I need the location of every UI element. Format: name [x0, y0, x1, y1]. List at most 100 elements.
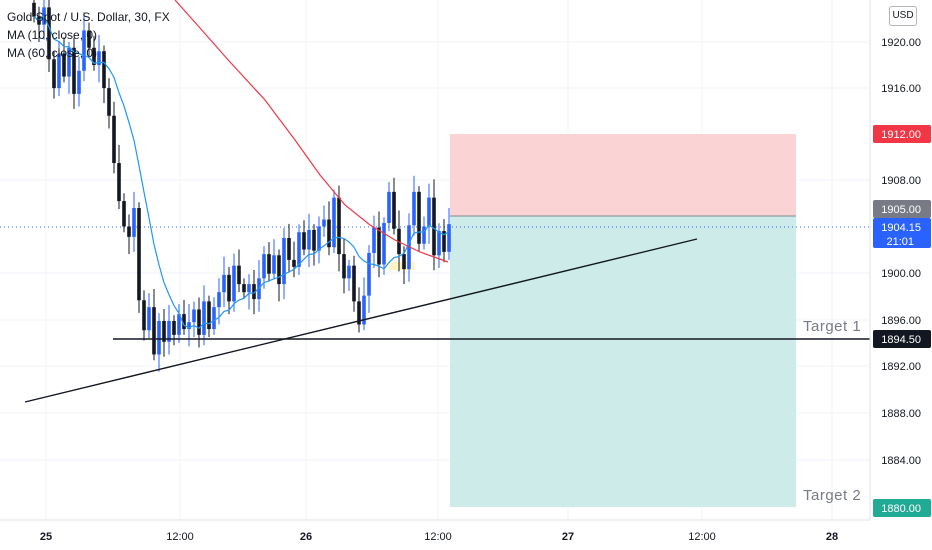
candle-body	[117, 163, 121, 202]
candle-body	[387, 191, 391, 224]
support-price-tag-text: 1894.50	[881, 334, 921, 346]
x-tick-label: 25	[40, 531, 52, 543]
y-tick-label: 1908.00	[881, 175, 921, 187]
ma-60-label[interactable]: MA (60, close, 0)	[7, 46, 98, 60]
x-tick-label: 26	[300, 531, 312, 543]
candle-body	[347, 265, 351, 279]
candle-body	[67, 47, 71, 77]
candle-body	[272, 255, 276, 274]
candle-body	[172, 321, 176, 335]
candle-body	[377, 227, 381, 265]
candle-body	[252, 284, 256, 300]
candle-body	[217, 292, 221, 308]
x-tick-label: 28	[826, 531, 838, 543]
candle-body	[197, 309, 201, 335]
target-price-tag	[873, 499, 931, 517]
candle-body	[242, 284, 246, 293]
candle-body	[47, 7, 51, 60]
candle-body	[262, 254, 266, 279]
candle-body	[292, 259, 296, 267]
y-tick-label: 1920.00	[881, 37, 921, 49]
candle-body	[337, 197, 341, 255]
x-tick-label: 12:00	[166, 531, 194, 543]
candle-body	[232, 265, 236, 302]
candle-body	[177, 314, 181, 335]
candle-body	[302, 232, 306, 250]
stop-loss-zone	[450, 134, 796, 216]
candle-body	[97, 51, 101, 66]
price-axis	[870, 0, 932, 550]
entry-price-tag-text: 1905.00	[881, 204, 921, 216]
y-tick-label: 1896.00	[881, 315, 921, 327]
x-tick-label: 12:00	[424, 531, 452, 543]
candle-body	[32, 2, 36, 17]
candle-body	[317, 226, 321, 251]
take-profit-zone	[450, 216, 796, 507]
support-price-tag	[873, 330, 931, 348]
y-tick-label: 1916.00	[881, 83, 921, 95]
candle-body	[417, 191, 421, 244]
countdown-text: 21:01	[886, 236, 914, 248]
candle-body	[367, 252, 371, 296]
chart-legend: Gold Spot / U.S. Dollar, 30, FX MA (10, …	[7, 8, 170, 62]
candle-body	[102, 51, 106, 89]
candle-body	[267, 254, 271, 274]
ascending-trendline	[24, 238, 698, 403]
trend-lines	[24, 238, 870, 403]
candle-body	[432, 197, 436, 256]
candle-body	[147, 307, 151, 331]
currency-button[interactable]: USD	[889, 6, 917, 26]
candle-body	[87, 30, 91, 48]
symbol-title[interactable]: Gold Spot / U.S. Dollar, 30, FX	[7, 10, 170, 24]
candle-body	[427, 197, 431, 227]
last-price-tag	[873, 218, 931, 248]
candle-body	[327, 219, 331, 248]
candle-body	[227, 274, 231, 302]
candle-body	[112, 115, 116, 164]
candle-body	[352, 265, 356, 302]
candle-body	[442, 231, 446, 252]
candle-body	[207, 301, 211, 330]
moving-averages	[33, 0, 450, 330]
candle-body	[402, 254, 406, 270]
candle-body	[382, 223, 386, 265]
candlesticks	[32, 0, 451, 372]
candle-body	[142, 300, 146, 331]
candle-body	[282, 237, 286, 285]
candle-body	[167, 321, 171, 342]
candle-body	[312, 229, 316, 251]
stop-price-tag-text: 1912.00	[881, 129, 921, 141]
ma-10-label[interactable]: MA (10, close, 0)	[7, 28, 98, 42]
candle-body	[182, 314, 186, 330]
candle-body	[187, 322, 191, 330]
candle-body	[77, 70, 81, 94]
candle-body	[212, 307, 216, 330]
candle-body	[82, 30, 86, 71]
y-tick-label: 1884.00	[881, 455, 921, 467]
candle-body	[357, 301, 361, 325]
last-price-text: 1904.15	[881, 222, 921, 234]
stop-price-tag	[873, 125, 931, 143]
candle-body	[157, 321, 161, 355]
candle-body	[412, 191, 416, 226]
candle-body	[92, 47, 96, 66]
x-tick-label: 27	[562, 531, 574, 543]
target-price-tag-text: 1880.00	[881, 503, 921, 515]
candle-body	[437, 231, 441, 256]
candle-body	[297, 232, 301, 267]
candle-body	[132, 208, 136, 237]
candle-body	[247, 284, 251, 293]
target-2-label: Target 2	[803, 487, 862, 504]
candle-body	[107, 88, 111, 116]
x-tick-label: 12:00	[688, 531, 716, 543]
candle-body	[277, 255, 281, 285]
y-tick-label: 1900.00	[881, 268, 921, 280]
candle-body	[222, 274, 226, 293]
candle-body	[307, 229, 311, 250]
candle-body	[152, 307, 156, 355]
candle-body	[162, 321, 166, 342]
ma-60-line	[174, 0, 449, 263]
candle-body	[62, 53, 66, 77]
